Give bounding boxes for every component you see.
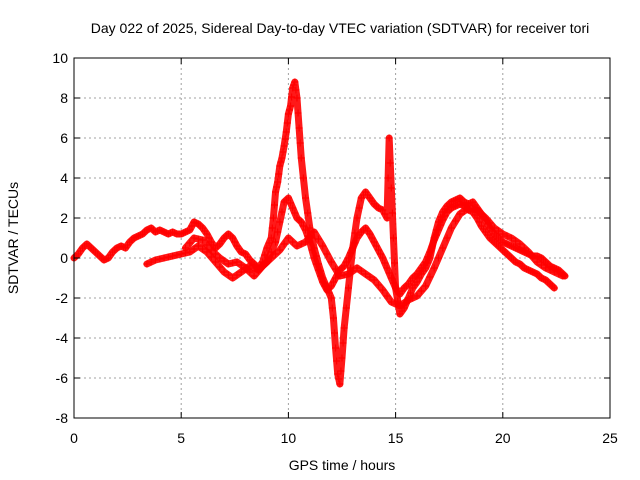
x-tick-label: 0 [70, 430, 78, 446]
y-tick-label: 4 [60, 170, 68, 186]
x-tick-label: 20 [495, 430, 511, 446]
x-tick-label: 15 [388, 430, 404, 446]
plot-frame [73, 57, 611, 419]
series-band-1 [70, 78, 569, 388]
y-axis-label: SDTVAR / TECUs [5, 182, 21, 294]
x-tick-label: 10 [281, 430, 297, 446]
x-axis-label: GPS time / hours [289, 457, 396, 473]
y-tick-label: 10 [52, 50, 68, 66]
y-tick-label: -4 [56, 330, 69, 346]
y-tick-label: 6 [60, 130, 68, 146]
grid-lines [74, 58, 610, 418]
y-tick-label: 8 [60, 90, 68, 106]
axis-ticks: 0 5 10 15 20 25 -8 -6 -4 -2 0 2 4 6 8 10 [52, 50, 618, 446]
chart-title: Day 022 of 2025, Sidereal Day-to-day VTE… [91, 20, 590, 36]
series-markers-1 [70, 78, 569, 388]
data-series [70, 78, 569, 388]
y-tick-label: -6 [56, 370, 69, 386]
series-markers-2 [143, 194, 558, 298]
y-tick-label: -2 [56, 290, 69, 306]
x-tick-label: 5 [177, 430, 185, 446]
x-tick-label: 25 [602, 430, 618, 446]
y-tick-label: 0 [60, 250, 68, 266]
y-tick-label: -8 [56, 410, 69, 426]
series-markers-3 [181, 204, 567, 310]
y-tick-label: 2 [60, 210, 68, 226]
